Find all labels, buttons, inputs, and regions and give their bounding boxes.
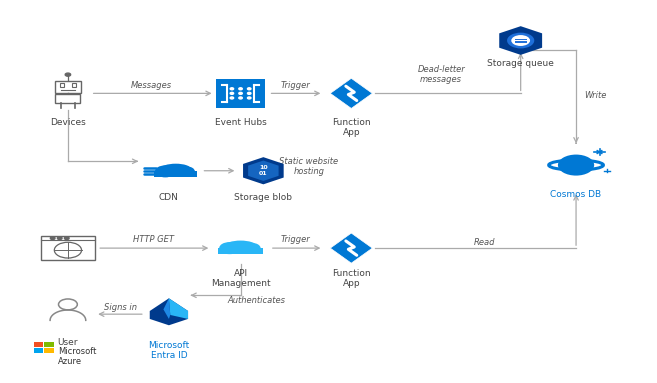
Text: Devices: Devices (50, 118, 86, 127)
Text: Storage queue: Storage queue (487, 59, 554, 68)
Polygon shape (330, 233, 373, 263)
Circle shape (239, 92, 242, 94)
Text: Messages: Messages (131, 80, 172, 90)
Text: Authenticates: Authenticates (228, 296, 286, 305)
Text: HTTP GET: HTTP GET (133, 235, 174, 244)
Bar (55, 94, 80, 103)
Bar (218, 248, 263, 254)
Circle shape (65, 73, 71, 76)
Text: CDN: CDN (159, 193, 179, 201)
Circle shape (248, 97, 251, 99)
Bar (45, 348, 54, 353)
Text: Storage blob: Storage blob (235, 193, 292, 201)
Bar (154, 171, 197, 177)
Ellipse shape (161, 164, 191, 174)
Circle shape (230, 97, 234, 99)
Text: Cosmos DB: Cosmos DB (551, 190, 602, 199)
Text: 10
01: 10 01 (259, 165, 267, 176)
Polygon shape (164, 298, 170, 319)
Bar (55, 81, 81, 93)
Text: Function
App: Function App (332, 269, 371, 288)
Ellipse shape (225, 241, 256, 251)
Bar (215, 79, 265, 108)
Circle shape (248, 92, 251, 94)
Text: Signs in: Signs in (104, 303, 137, 312)
Circle shape (248, 88, 251, 90)
Polygon shape (330, 78, 373, 108)
Polygon shape (169, 298, 188, 319)
Polygon shape (243, 157, 284, 184)
Bar (34, 348, 43, 353)
Text: Dead-letter
messages: Dead-letter messages (417, 65, 465, 84)
Circle shape (242, 243, 261, 254)
Circle shape (239, 88, 242, 90)
Text: Static website
hosting: Static website hosting (279, 157, 338, 176)
Circle shape (57, 237, 62, 239)
Bar (34, 342, 43, 347)
Text: Read: Read (474, 237, 495, 247)
Circle shape (64, 237, 69, 239)
Bar (60, 83, 64, 87)
Bar (41, 236, 95, 260)
Text: Function
App: Function App (332, 118, 371, 137)
Circle shape (219, 242, 240, 254)
Circle shape (558, 155, 594, 175)
Bar (72, 83, 76, 87)
Circle shape (230, 92, 234, 94)
Text: Trigger: Trigger (281, 235, 311, 244)
Bar (45, 342, 54, 347)
Circle shape (177, 166, 195, 177)
Text: API
Management: API Management (211, 269, 271, 288)
Circle shape (511, 35, 530, 46)
Circle shape (507, 33, 534, 48)
Text: User: User (58, 338, 78, 347)
Text: Event Hubs: Event Hubs (215, 118, 267, 127)
Text: Write: Write (585, 91, 607, 100)
Text: Microsoft
Azure: Microsoft Azure (58, 347, 97, 367)
Circle shape (51, 237, 55, 239)
Circle shape (230, 88, 234, 90)
Circle shape (155, 165, 175, 177)
Circle shape (239, 97, 242, 99)
Text: Trigger: Trigger (281, 81, 311, 90)
Polygon shape (150, 298, 188, 325)
Polygon shape (499, 26, 542, 55)
Polygon shape (248, 160, 279, 181)
Text: Microsoft
Entra ID: Microsoft Entra ID (148, 340, 189, 360)
